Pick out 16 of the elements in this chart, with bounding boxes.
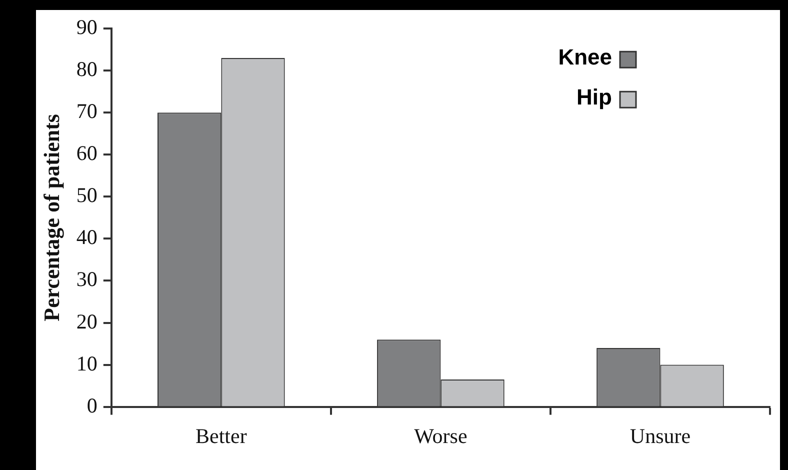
x-tick-label: Worse <box>414 424 468 448</box>
x-tick-label: Unsure <box>630 424 691 448</box>
x-tick-label: Better <box>196 424 247 448</box>
y-tick-label: 70 <box>76 99 98 124</box>
legend-label: Knee <box>558 44 612 70</box>
y-tick-label: 50 <box>76 183 98 208</box>
y-tick-label: 80 <box>76 57 98 82</box>
y-tick-label: 20 <box>76 309 98 334</box>
y-tick-label: 10 <box>76 351 98 376</box>
y-tick-label: 40 <box>76 225 98 250</box>
y-tick-label: 90 <box>76 15 98 40</box>
y-tick-label: 0 <box>86 393 98 418</box>
y-axis-title: Percentage of patients <box>38 114 64 322</box>
y-tick-label: 60 <box>76 141 98 166</box>
y-tick-label: 30 <box>76 267 98 292</box>
legend-label: Hip <box>576 84 612 110</box>
